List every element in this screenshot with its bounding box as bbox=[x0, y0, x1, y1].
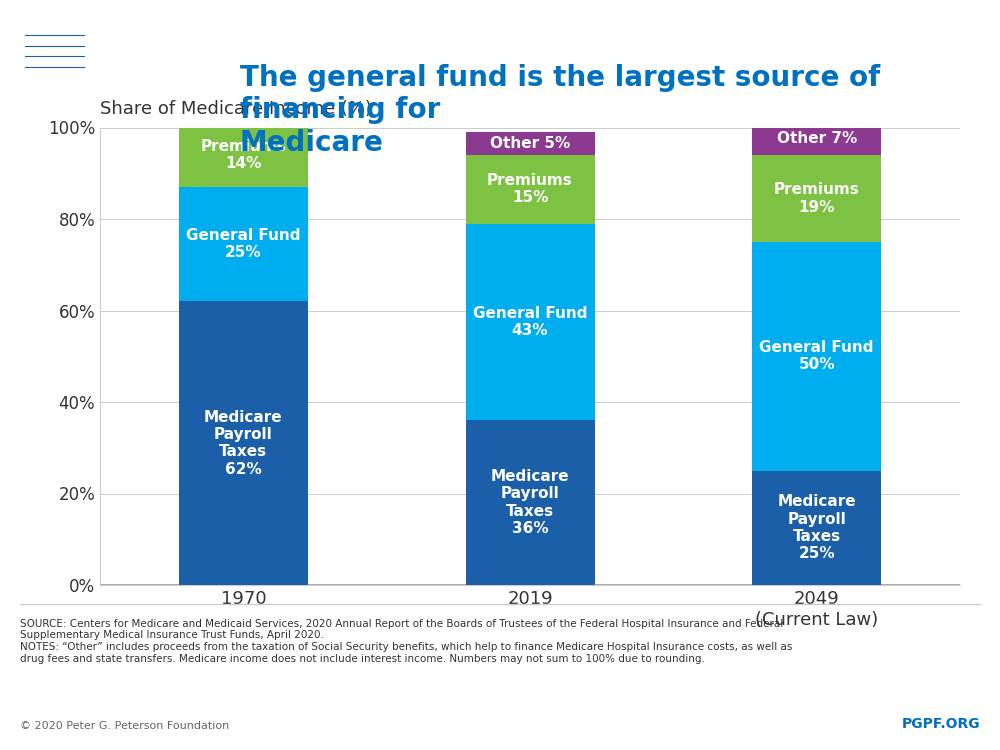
Text: Medicare
Payroll
Taxes
25%: Medicare Payroll Taxes 25% bbox=[777, 494, 856, 562]
Text: Medicare
Payroll
Taxes
36%: Medicare Payroll Taxes 36% bbox=[491, 469, 569, 536]
Text: PGPF.ORG: PGPF.ORG bbox=[901, 717, 980, 731]
Text: Other 7%: Other 7% bbox=[777, 131, 857, 146]
Text: General Fund
25%: General Fund 25% bbox=[186, 228, 301, 260]
Bar bbox=[179, 302, 308, 585]
Text: The general fund is the largest source of financing for
Medicare: The general fund is the largest source o… bbox=[240, 64, 880, 157]
Bar bbox=[25, 25, 84, 82]
Text: © 2020 Peter G. Peterson Foundation: © 2020 Peter G. Peterson Foundation bbox=[20, 722, 229, 731]
Bar bbox=[179, 187, 308, 302]
Bar bbox=[752, 155, 881, 242]
Bar bbox=[466, 132, 594, 155]
Bar bbox=[179, 123, 308, 187]
Text: Medicare
Payroll
Taxes
62%: Medicare Payroll Taxes 62% bbox=[204, 410, 283, 477]
Bar bbox=[466, 420, 594, 585]
Text: Premiums
19%: Premiums 19% bbox=[774, 182, 860, 214]
Text: General Fund
50%: General Fund 50% bbox=[759, 340, 874, 373]
Text: PETER G.
PETERSON
FOUNDATION: PETER G. PETERSON FOUNDATION bbox=[119, 41, 197, 74]
Bar bbox=[466, 155, 594, 224]
Bar bbox=[752, 471, 881, 585]
Text: General Fund
43%: General Fund 43% bbox=[473, 306, 587, 338]
Bar bbox=[466, 224, 594, 420]
Bar bbox=[752, 242, 881, 471]
Text: Share of Medicare Income (%): Share of Medicare Income (%) bbox=[100, 100, 372, 118]
Text: SOURCE: Centers for Medicare and Medicaid Services, 2020 Annual Report of the Bo: SOURCE: Centers for Medicare and Medicai… bbox=[20, 619, 792, 664]
Text: Premiums
14%: Premiums 14% bbox=[200, 139, 286, 171]
Bar bbox=[25, 88, 84, 104]
Bar bbox=[752, 123, 881, 155]
Text: Other 5%: Other 5% bbox=[490, 136, 570, 151]
Text: Premiums
15%: Premiums 15% bbox=[487, 173, 573, 206]
